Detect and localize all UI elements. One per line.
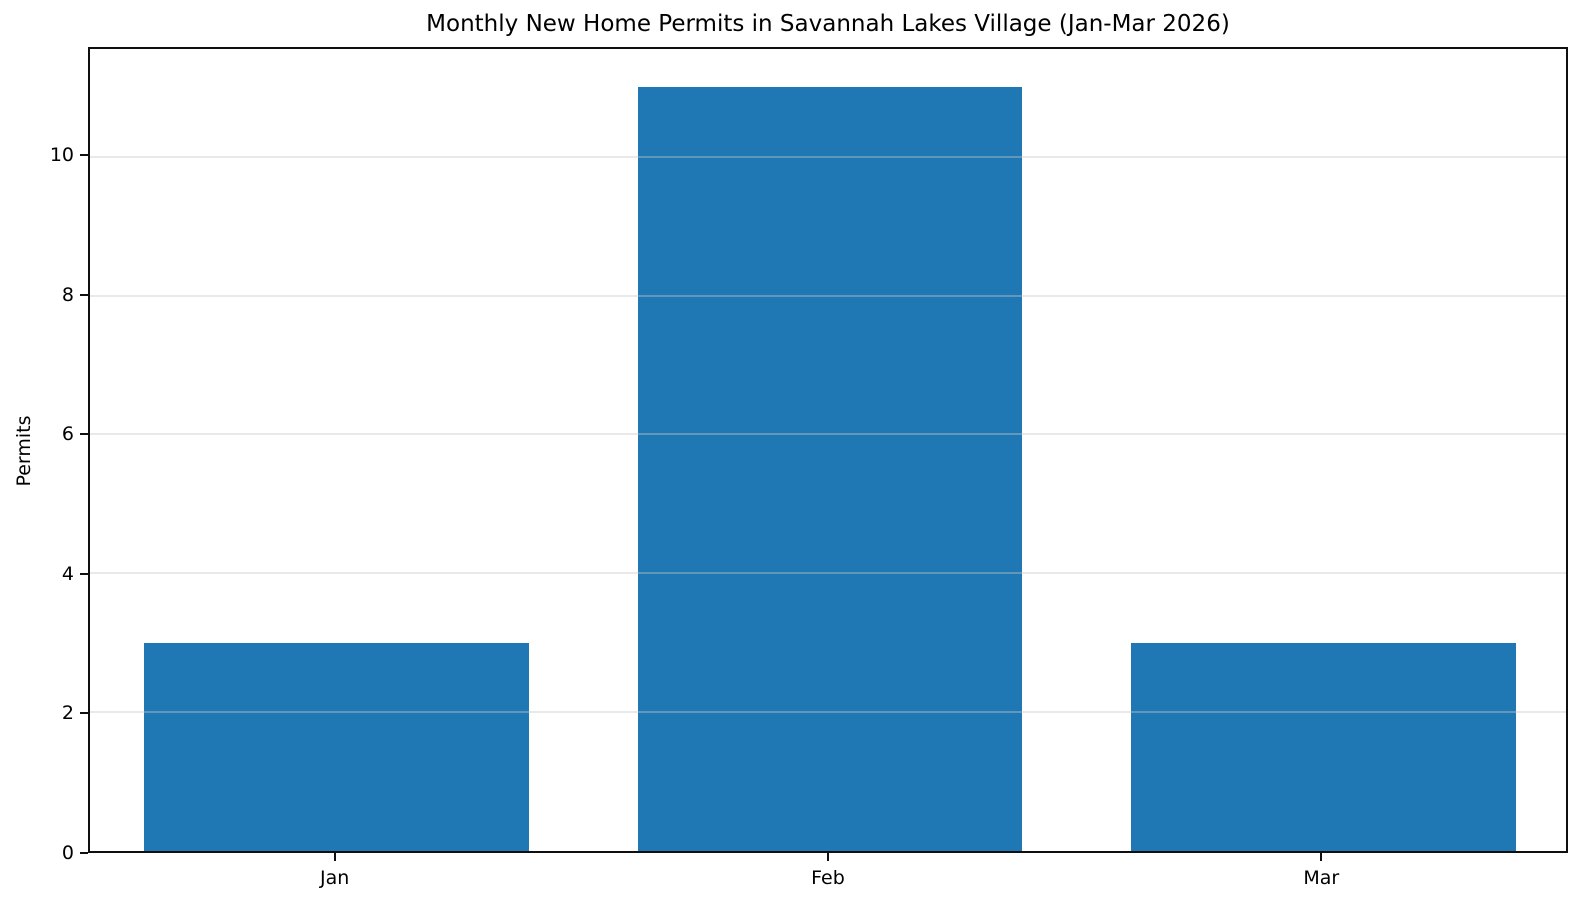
y-tick-mark — [80, 572, 88, 575]
bar-mar — [1130, 642, 1516, 851]
chart-title: Monthly New Home Permits in Savannah Lak… — [426, 11, 1230, 37]
x-tick-label-jan: Jan — [320, 867, 350, 889]
y-tick-label: 0 — [61, 842, 74, 864]
y-tick-label: 4 — [61, 562, 74, 585]
x-tick-label-feb: Feb — [811, 867, 845, 889]
bar-feb — [637, 87, 1023, 851]
gridline-y6 — [90, 433, 1566, 436]
y-tick-mark — [80, 154, 88, 157]
gridline-y10 — [90, 155, 1566, 158]
y-tick-label: 2 — [61, 702, 74, 725]
x-tick-mark — [1320, 853, 1323, 861]
gridline-y8 — [90, 294, 1566, 297]
y-tick-label: 6 — [61, 423, 74, 446]
plot-area — [88, 47, 1568, 853]
y-tick-label: 8 — [61, 283, 74, 306]
bar-jan — [144, 642, 530, 851]
x-tick-mark — [333, 853, 336, 861]
y-axis-label: Permits — [13, 415, 35, 487]
y-tick-mark — [80, 852, 88, 854]
y-tick-mark — [80, 712, 88, 715]
gridline-y2 — [90, 711, 1566, 714]
gridline-y4 — [90, 572, 1566, 575]
y-tick-mark — [80, 293, 88, 296]
y-tick-label: 10 — [49, 144, 74, 167]
y-tick-mark — [80, 433, 88, 436]
x-tick-mark — [827, 853, 829, 861]
x-tick-label-mar: Mar — [1303, 867, 1340, 889]
